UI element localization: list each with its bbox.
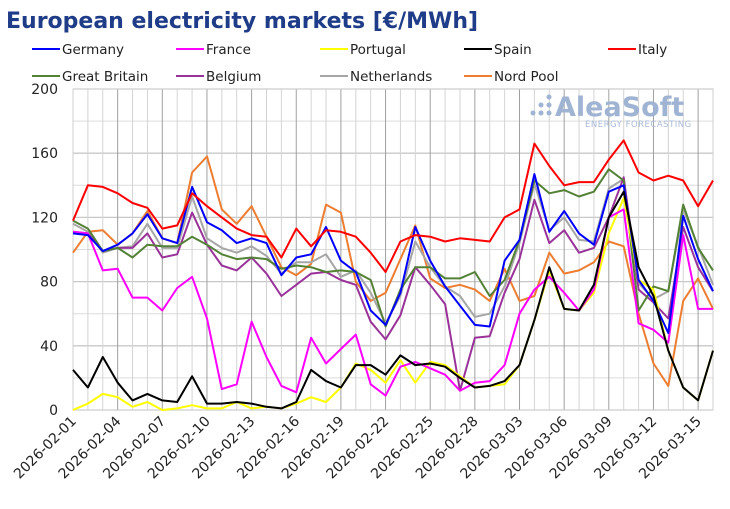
series-line-nord-pool: [72, 155, 714, 387]
series-line-germany: [72, 173, 714, 334]
series-lines: [72, 139, 714, 411]
series-line-portugal: [72, 197, 714, 411]
legend-label: Nord Pool: [494, 69, 558, 85]
legend-label: Belgium: [206, 69, 261, 85]
legend-label: Netherlands: [350, 69, 432, 85]
legend-item: Belgium: [176, 69, 261, 85]
legend-item: Italy: [608, 42, 667, 58]
y-tick-label: 0: [49, 403, 58, 419]
y-tick-label: 200: [31, 82, 58, 98]
legend-item: Nord Pool: [464, 69, 558, 85]
chart-title: European electricity markets [€/MWh]: [6, 9, 478, 34]
legend-item: France: [176, 42, 251, 58]
x-axis: 2026-02-012026-02-042026-02-072026-02-10…: [11, 413, 705, 482]
legend-label: Italy: [638, 42, 667, 58]
series-line-spain: [72, 190, 714, 410]
legend-label: Great Britain: [62, 69, 148, 85]
legend-label: Portugal: [350, 42, 406, 58]
legend-label: Germany: [62, 42, 124, 58]
series-line-france: [72, 208, 713, 397]
y-tick-label: 160: [31, 146, 58, 162]
watermark-brand: AleaSoft: [555, 92, 684, 123]
legend-item: Netherlands: [320, 69, 432, 85]
y-axis: 0 40 80 120 160 200: [31, 82, 58, 419]
grid: [72, 88, 714, 411]
legend-item: Spain: [464, 42, 532, 58]
legend-item: Portugal: [320, 42, 406, 58]
y-tick-label: 40: [40, 339, 58, 355]
watermark-tagline: ENERGY FORECASTING: [585, 120, 692, 130]
aleasoft-watermark: AleaSoft ENERGY FORECASTING: [530, 92, 692, 130]
legend-label: Spain: [494, 42, 532, 58]
series-line-italy: [72, 139, 714, 273]
series-line-belgium: [72, 176, 714, 392]
legend: Germany France Portugal Spain Italy Great Bri…: [32, 42, 667, 85]
legend-item: Germany: [32, 42, 124, 58]
legend-label: France: [206, 42, 251, 58]
legend-item: Great Britain: [32, 69, 148, 85]
logo-dots-icon: [530, 94, 552, 116]
y-tick-label: 80: [40, 275, 58, 291]
plot-border: [72, 88, 714, 411]
y-tick-label: 120: [31, 210, 58, 226]
